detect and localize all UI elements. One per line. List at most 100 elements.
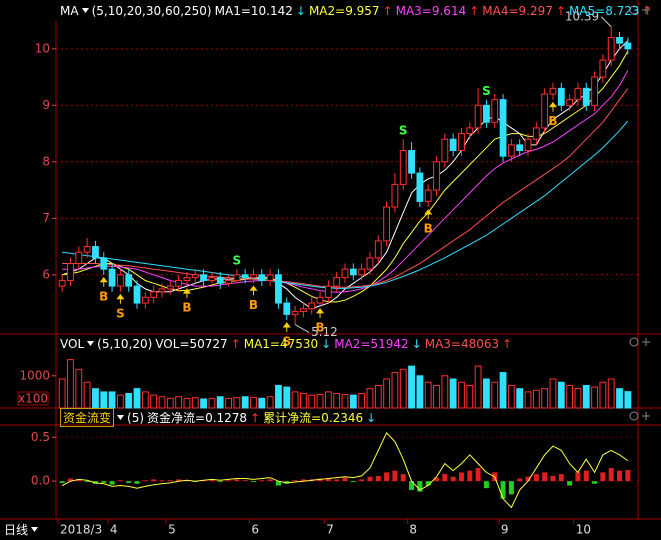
control-plus[interactable] (642, 412, 650, 420)
volume-bar (624, 391, 632, 409)
indicator-name: MA (60, 3, 79, 18)
volume-bar (399, 368, 407, 409)
legend-entry: MA1=10.142 (214, 3, 293, 18)
candle-body (557, 87, 565, 106)
volume-bar (58, 378, 66, 409)
volume-bar (358, 393, 366, 409)
volume-bar (582, 384, 590, 409)
signal-arrow (282, 322, 291, 333)
candle-body (333, 277, 341, 287)
candle-body (225, 279, 232, 284)
indicator-params: (5,10,20) (97, 336, 153, 351)
signal-label: S (233, 254, 242, 268)
volume-bar (349, 394, 357, 409)
control-plus[interactable] (642, 6, 650, 14)
volume-bar (333, 393, 341, 409)
signal-arrow (99, 276, 108, 287)
candle-body (549, 87, 557, 95)
flow-bar (176, 479, 182, 482)
candle-body (424, 189, 432, 202)
signal-label: B (182, 301, 191, 315)
volume-bar (150, 394, 158, 409)
legend-entry: MA3=9.614 (395, 3, 467, 18)
control-circle[interactable] (629, 411, 639, 421)
period-selector[interactable]: 日线 (4, 522, 39, 537)
flow-bar (84, 481, 90, 483)
dropdown-arrow[interactable] (117, 414, 125, 421)
candle-body (433, 161, 440, 191)
dropdown-arrow-shape[interactable] (81, 7, 89, 13)
dropdown-arrow[interactable] (81, 7, 89, 14)
candle-body (275, 274, 282, 304)
volume-bar (241, 396, 249, 409)
x-tick-label: 6 (251, 523, 259, 537)
candle-body (499, 99, 507, 157)
panel-controls[interactable] (629, 5, 650, 421)
flow-bar (450, 476, 456, 482)
dropdown-arrow-shape[interactable] (31, 526, 39, 532)
candle-body (541, 93, 549, 129)
period-label: 日线 (4, 523, 29, 537)
flow-bar (550, 475, 556, 482)
dropdown-arrow-shape[interactable] (117, 414, 125, 420)
flow-bar (142, 480, 148, 482)
candle-body (591, 76, 598, 106)
control-circle[interactable] (629, 337, 639, 347)
candle-body (607, 37, 615, 61)
volume-bar (158, 396, 166, 409)
volume-bar (591, 386, 598, 409)
volume-bar (499, 372, 507, 409)
volume-bar (308, 394, 316, 409)
volume-bar (424, 381, 432, 409)
y-tick-label: 0.0 (31, 474, 50, 488)
low-pointer (294, 324, 310, 333)
flow-bar (350, 481, 356, 483)
y-tick-label: 0.5 (31, 430, 50, 444)
flow-bar (409, 481, 415, 490)
control-circle[interactable] (629, 5, 639, 15)
dropdown-arrow[interactable] (31, 526, 39, 533)
flow-bar (325, 478, 331, 482)
flow-bar (384, 472, 390, 482)
candle-body (416, 172, 424, 202)
unit-box (17, 391, 49, 406)
candle-body (233, 274, 241, 281)
indicator-name: 资金流变 (60, 408, 115, 427)
flow-bar (250, 481, 256, 483)
volume-header: VOL (5,10,20) VOL=50727 ↑ MA1=47530 ↓ MA2=5194… (60, 336, 512, 351)
flow-bar (442, 474, 448, 482)
candle-body (208, 277, 216, 281)
volume-bar (491, 381, 499, 409)
candle-body (599, 59, 607, 78)
volume-bar (383, 378, 391, 409)
flow-bar (101, 481, 107, 483)
flow-bar (475, 467, 481, 482)
candle-body (383, 206, 391, 242)
signal-label: B (548, 114, 557, 128)
legend-entry: MA3=48063 (424, 336, 500, 351)
flow-bar (217, 481, 223, 483)
volume-bar (258, 397, 266, 409)
volume-bar (541, 388, 549, 409)
line-series (62, 70, 629, 293)
control-plus[interactable] (642, 338, 650, 346)
dropdown-arrow-shape[interactable] (87, 340, 95, 346)
candle-body (408, 150, 415, 174)
candle-body (92, 246, 99, 259)
candle-body (108, 268, 116, 287)
candle-body (474, 104, 482, 129)
volume-bar (67, 359, 74, 409)
candle-body (150, 291, 158, 298)
x-tick-label: 10 (576, 523, 591, 537)
flow-bar (575, 472, 581, 482)
volume-bar (183, 397, 191, 409)
volume-bar (599, 381, 607, 409)
legend-arrow: ↑ (502, 336, 513, 351)
flow-bar (167, 480, 173, 482)
price-header: MA (5,10,20,30,60,250) MA1=10.142 ↓ MA2=9.95… (60, 3, 653, 18)
dropdown-arrow[interactable] (87, 340, 95, 347)
candle-body (291, 311, 299, 315)
volume-bar (374, 384, 382, 409)
volume-bar (532, 389, 540, 409)
